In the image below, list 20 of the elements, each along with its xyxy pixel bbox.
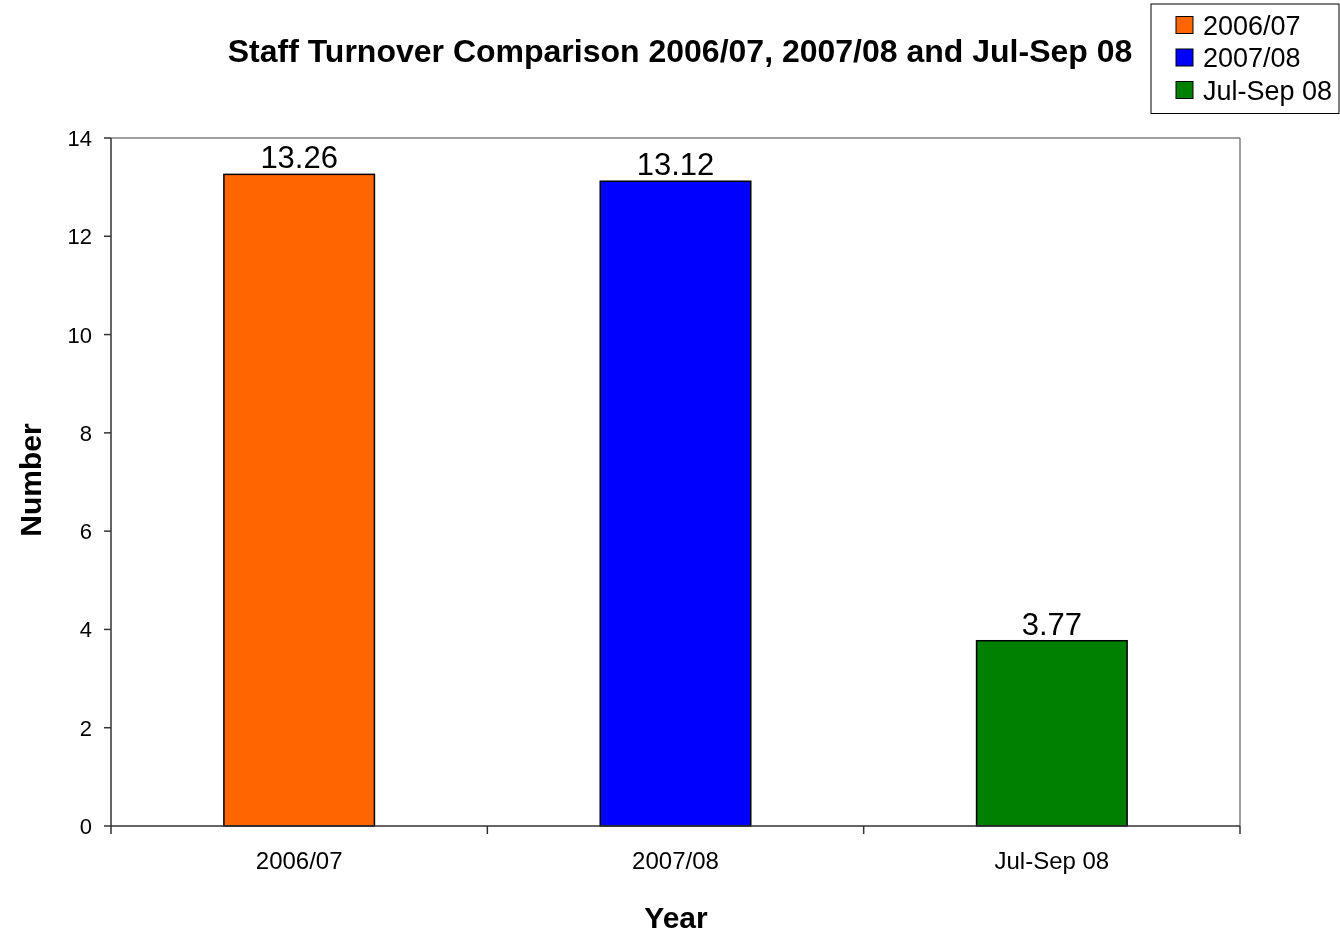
y-tick-label: 8 [79,420,92,446]
x-tick-label: 2006/07 [255,847,343,874]
y-tick-label: 2 [79,715,92,741]
legend-label: 2006/07 [1203,10,1301,41]
y-tick-label: 0 [79,814,92,839]
x-tick-label: 2007/08 [632,847,719,874]
y-tick-label: 14 [67,126,92,151]
data-label: 13.12 [636,147,715,183]
y-tick-label: 10 [67,322,92,348]
x-tick-label: Jul-Sep 08 [994,847,1110,874]
chart-title: Staff Turnover Comparison 2006/07, 2007/08 and Jul-Sep 08 [227,33,1133,69]
legend-label: 2007/08 [1203,43,1301,73]
y-axis-title: Number [14,423,47,537]
y-tick-label: 12 [67,224,92,250]
y-tick-label: 4 [79,617,92,643]
x-axis-title: Year [644,901,709,933]
data-label: 13.26 [260,140,338,176]
y-tick-label: 6 [79,519,92,545]
legend-label: Jul-Sep 08 [1203,75,1333,106]
data-label: 3.77 [1021,606,1083,642]
